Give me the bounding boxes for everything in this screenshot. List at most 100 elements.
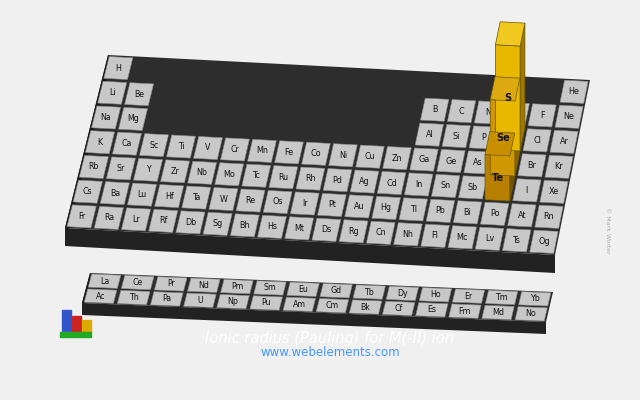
Polygon shape [140,134,168,157]
Text: Ga: Ga [419,155,429,164]
Text: Ionic radius (Pauling) for M(-II) ion: Ionic radius (Pauling) for M(-II) ion [205,330,454,346]
Text: Lr: Lr [132,215,140,224]
Polygon shape [73,180,102,203]
Text: Al: Al [426,130,433,139]
Text: Cr: Cr [230,145,239,154]
Polygon shape [287,282,319,296]
Polygon shape [215,163,244,186]
Polygon shape [415,302,448,317]
Polygon shape [486,290,518,305]
Text: Te: Te [492,173,504,183]
Polygon shape [122,275,154,290]
Text: Cd: Cd [386,178,397,188]
Text: Fr: Fr [78,212,85,221]
Polygon shape [399,198,428,221]
Text: B: B [432,105,438,114]
Text: C: C [459,107,465,116]
Text: Ni: Ni [339,151,347,160]
Text: Co: Co [310,149,321,158]
Text: Re: Re [246,196,255,205]
Polygon shape [118,108,148,130]
Polygon shape [482,305,514,320]
Text: Se: Se [500,159,510,168]
Polygon shape [448,226,477,249]
Text: Zn: Zn [392,154,403,163]
Text: Ag: Ag [359,177,370,186]
Text: Lu: Lu [138,190,147,199]
Polygon shape [442,124,470,148]
Text: Ir: Ir [302,199,308,208]
Text: P: P [481,133,486,142]
Text: V: V [205,144,211,152]
Text: Sn: Sn [441,182,451,190]
Text: La: La [100,277,109,286]
Polygon shape [79,156,108,178]
Text: S: S [508,134,513,144]
Polygon shape [88,274,121,288]
Polygon shape [545,155,573,178]
Text: Mc: Mc [456,233,468,242]
Text: Pd: Pd [333,176,342,184]
Text: Sm: Sm [264,284,276,292]
Text: No: No [525,309,536,318]
Polygon shape [386,286,419,300]
Text: Fe: Fe [284,148,294,157]
Text: Nh: Nh [403,230,413,239]
Polygon shape [383,146,412,170]
Polygon shape [356,145,384,168]
Polygon shape [345,195,373,218]
Polygon shape [248,139,276,162]
Text: Cn: Cn [376,228,386,237]
Polygon shape [150,292,183,306]
Text: Db: Db [185,218,196,227]
Polygon shape [476,227,504,250]
Polygon shape [426,199,454,222]
Polygon shape [490,77,520,101]
Text: Ts: Ts [513,236,521,245]
Polygon shape [449,304,481,318]
Polygon shape [193,136,223,160]
Bar [60,332,91,337]
Polygon shape [221,138,250,161]
Polygon shape [490,100,515,176]
Polygon shape [508,204,536,227]
Text: Ho: Ho [430,290,441,299]
Polygon shape [285,217,314,240]
Text: In: In [415,180,422,189]
Polygon shape [515,78,520,176]
Polygon shape [301,142,330,165]
Text: Th: Th [129,293,139,302]
Polygon shape [555,105,583,128]
Polygon shape [378,172,406,195]
Polygon shape [113,132,141,155]
Polygon shape [275,141,303,164]
Text: Rg: Rg [348,227,359,236]
Polygon shape [431,174,460,198]
Polygon shape [469,126,497,149]
Text: Si: Si [452,132,460,140]
Text: As: As [473,158,483,167]
Text: © Mark Winter: © Mark Winter [605,207,609,253]
Text: Tb: Tb [364,288,374,296]
Polygon shape [486,177,514,200]
Text: He: He [569,87,580,96]
Polygon shape [100,182,129,205]
Text: Ne: Ne [564,112,575,121]
Text: Cl: Cl [533,136,541,145]
Polygon shape [154,277,187,291]
Text: Ta: Ta [192,193,200,202]
Polygon shape [182,186,211,209]
Polygon shape [540,180,568,204]
Text: Og: Og [538,237,550,246]
Polygon shape [350,170,379,193]
Text: Ge: Ge [445,156,456,166]
Text: Dy: Dy [397,289,408,298]
Polygon shape [520,23,525,151]
Text: N: N [486,108,492,117]
Text: Y: Y [146,165,150,174]
Text: Au: Au [354,202,364,211]
Polygon shape [291,192,319,215]
Polygon shape [528,104,556,127]
Polygon shape [203,212,232,236]
Polygon shape [188,278,220,292]
